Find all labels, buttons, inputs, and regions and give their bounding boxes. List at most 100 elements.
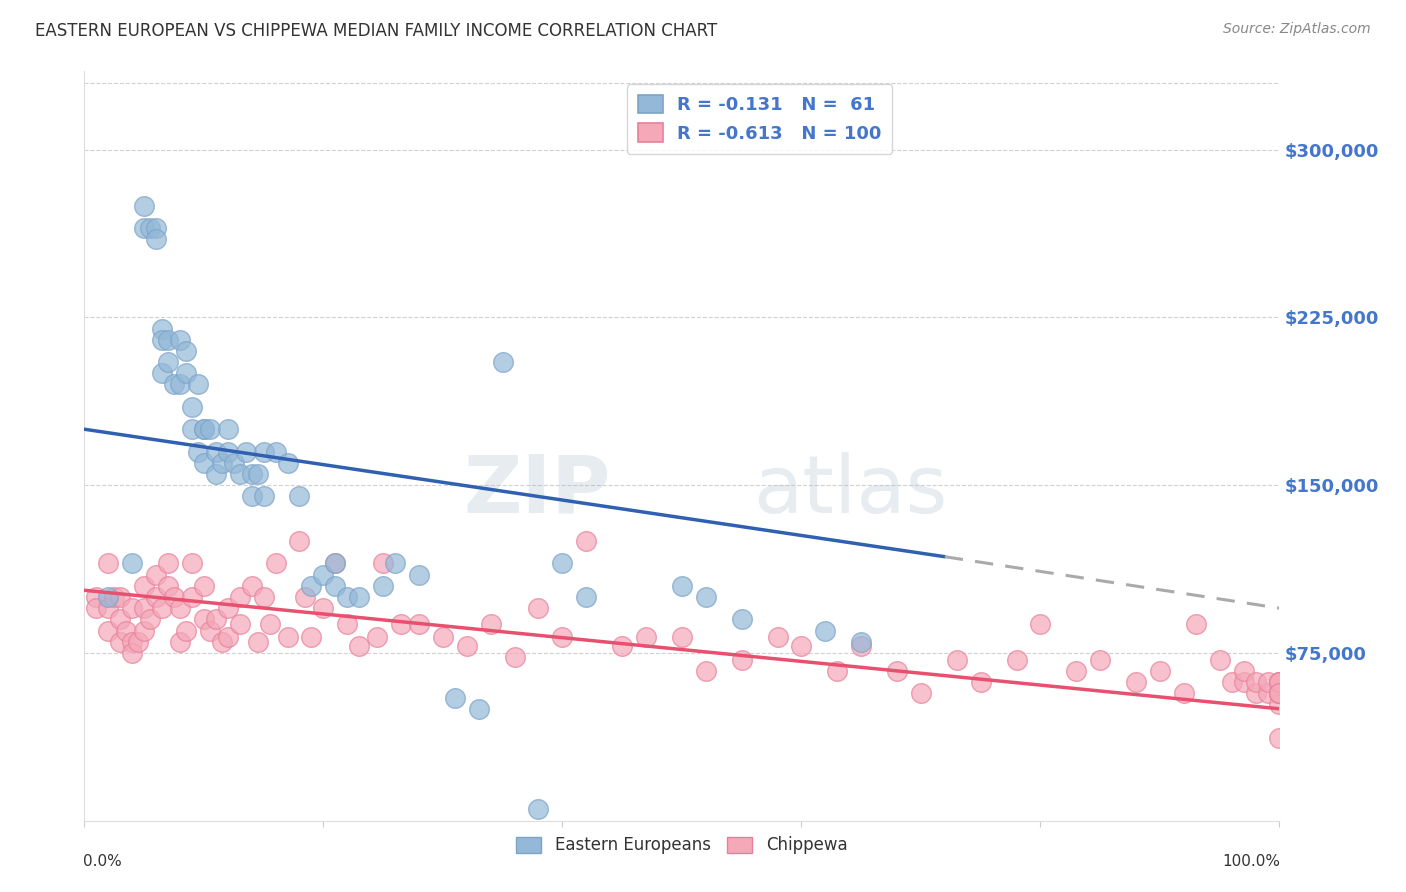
Point xyxy=(312,567,335,582)
Point xyxy=(1268,686,1291,700)
Point xyxy=(229,616,252,631)
Point xyxy=(181,590,204,604)
Point xyxy=(86,601,108,615)
Point xyxy=(492,355,515,369)
Point xyxy=(1029,616,1052,631)
Point xyxy=(349,639,371,653)
Point xyxy=(163,377,186,392)
Point xyxy=(97,624,120,638)
Point xyxy=(145,221,167,235)
Point xyxy=(408,616,430,631)
Point xyxy=(181,422,204,436)
Point xyxy=(325,557,347,571)
Point xyxy=(1244,675,1267,690)
Point xyxy=(217,630,239,644)
Point xyxy=(389,616,412,631)
Point xyxy=(205,612,228,626)
Point xyxy=(217,601,239,615)
Point xyxy=(121,557,143,571)
Point xyxy=(181,400,204,414)
Point xyxy=(1244,686,1267,700)
Point xyxy=(193,422,215,436)
Text: 0.0%: 0.0% xyxy=(83,855,122,870)
Text: Source: ZipAtlas.com: Source: ZipAtlas.com xyxy=(1223,22,1371,37)
Point xyxy=(814,624,837,638)
Point xyxy=(301,630,323,644)
Point xyxy=(115,624,138,638)
Point xyxy=(325,557,347,571)
Point xyxy=(1268,675,1291,690)
Point xyxy=(157,355,180,369)
Text: ZIP: ZIP xyxy=(463,452,610,530)
Point xyxy=(103,590,125,604)
Point xyxy=(132,624,156,638)
Point xyxy=(731,612,754,626)
Point xyxy=(1268,731,1291,745)
Point xyxy=(97,601,120,615)
Point xyxy=(110,612,132,626)
Point xyxy=(246,467,269,481)
Point xyxy=(139,612,162,626)
Point xyxy=(551,630,574,644)
Point xyxy=(288,534,311,549)
Point xyxy=(527,601,550,615)
Point xyxy=(193,422,215,436)
Point xyxy=(349,590,371,604)
Point xyxy=(198,624,221,638)
Point xyxy=(169,377,191,392)
Point xyxy=(1268,686,1291,700)
Point xyxy=(444,690,467,705)
Point xyxy=(766,630,789,644)
Point xyxy=(384,557,406,571)
Point xyxy=(910,686,932,700)
Point xyxy=(229,590,252,604)
Point xyxy=(110,590,132,604)
Point xyxy=(1066,664,1088,678)
Point xyxy=(373,557,395,571)
Point xyxy=(157,579,180,593)
Point xyxy=(240,579,263,593)
Point xyxy=(946,652,969,666)
Point xyxy=(121,646,143,660)
Point xyxy=(288,489,311,503)
Point xyxy=(264,444,287,458)
Point xyxy=(132,579,156,593)
Point xyxy=(211,634,233,648)
Point xyxy=(575,534,598,549)
Point xyxy=(1257,675,1279,690)
Point xyxy=(211,456,233,470)
Point xyxy=(575,590,598,604)
Point xyxy=(671,630,693,644)
Point xyxy=(312,601,335,615)
Point xyxy=(132,601,156,615)
Point xyxy=(1233,664,1256,678)
Point xyxy=(695,590,717,604)
Legend: Eastern Europeans, Chippewa: Eastern Europeans, Chippewa xyxy=(510,830,853,861)
Point xyxy=(790,639,813,653)
Point xyxy=(479,616,502,631)
Point xyxy=(169,333,191,347)
Point xyxy=(97,590,120,604)
Point xyxy=(1185,616,1208,631)
Point xyxy=(193,612,215,626)
Point xyxy=(150,321,173,335)
Point xyxy=(1257,686,1279,700)
Point xyxy=(217,422,239,436)
Point xyxy=(1268,675,1291,690)
Point xyxy=(145,590,167,604)
Point xyxy=(193,456,215,470)
Point xyxy=(86,590,108,604)
Point xyxy=(277,456,299,470)
Point xyxy=(205,444,228,458)
Point xyxy=(240,467,263,481)
Point xyxy=(851,634,873,648)
Point xyxy=(366,630,388,644)
Point xyxy=(145,567,167,582)
Point xyxy=(301,579,323,593)
Point xyxy=(187,444,209,458)
Point xyxy=(169,634,191,648)
Point xyxy=(1233,675,1256,690)
Point xyxy=(145,232,167,246)
Point xyxy=(132,198,156,212)
Point xyxy=(1220,675,1243,690)
